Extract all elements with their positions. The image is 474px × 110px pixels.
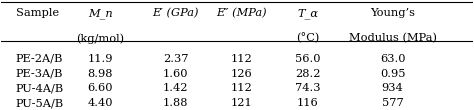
Text: E′ (GPa): E′ (GPa) bbox=[153, 8, 199, 19]
Text: Modulus (MPa): Modulus (MPa) bbox=[348, 33, 437, 43]
Text: 0.95: 0.95 bbox=[380, 69, 405, 79]
Text: PU-4A/B: PU-4A/B bbox=[16, 83, 64, 93]
Text: 112: 112 bbox=[231, 54, 253, 64]
Text: 126: 126 bbox=[231, 69, 253, 79]
Text: 577: 577 bbox=[382, 98, 403, 108]
Text: 1.60: 1.60 bbox=[163, 69, 189, 79]
Text: PE-3A/B: PE-3A/B bbox=[16, 69, 63, 79]
Text: 121: 121 bbox=[231, 98, 253, 108]
Text: 8.98: 8.98 bbox=[88, 69, 113, 79]
Text: 934: 934 bbox=[382, 83, 403, 93]
Text: 112: 112 bbox=[231, 83, 253, 93]
Text: PE-2A/B: PE-2A/B bbox=[16, 54, 63, 64]
Text: 2.37: 2.37 bbox=[163, 54, 189, 64]
Text: PU-5A/B: PU-5A/B bbox=[16, 98, 64, 108]
Text: 1.88: 1.88 bbox=[163, 98, 189, 108]
Text: T_α: T_α bbox=[297, 8, 318, 19]
Text: (kg/mol): (kg/mol) bbox=[76, 33, 124, 44]
Text: 74.3: 74.3 bbox=[295, 83, 320, 93]
Text: Sample: Sample bbox=[16, 8, 59, 18]
Text: E″ (MPa): E″ (MPa) bbox=[217, 8, 267, 19]
Text: 6.60: 6.60 bbox=[88, 83, 113, 93]
Text: Young’s: Young’s bbox=[370, 8, 415, 18]
Text: (°C): (°C) bbox=[296, 33, 319, 44]
Text: 116: 116 bbox=[297, 98, 319, 108]
Text: 28.2: 28.2 bbox=[295, 69, 320, 79]
Text: M_n: M_n bbox=[88, 8, 113, 19]
Text: 11.9: 11.9 bbox=[88, 54, 113, 64]
Text: 1.42: 1.42 bbox=[163, 83, 189, 93]
Text: 4.40: 4.40 bbox=[88, 98, 113, 108]
Text: 63.0: 63.0 bbox=[380, 54, 405, 64]
Text: 56.0: 56.0 bbox=[295, 54, 320, 64]
